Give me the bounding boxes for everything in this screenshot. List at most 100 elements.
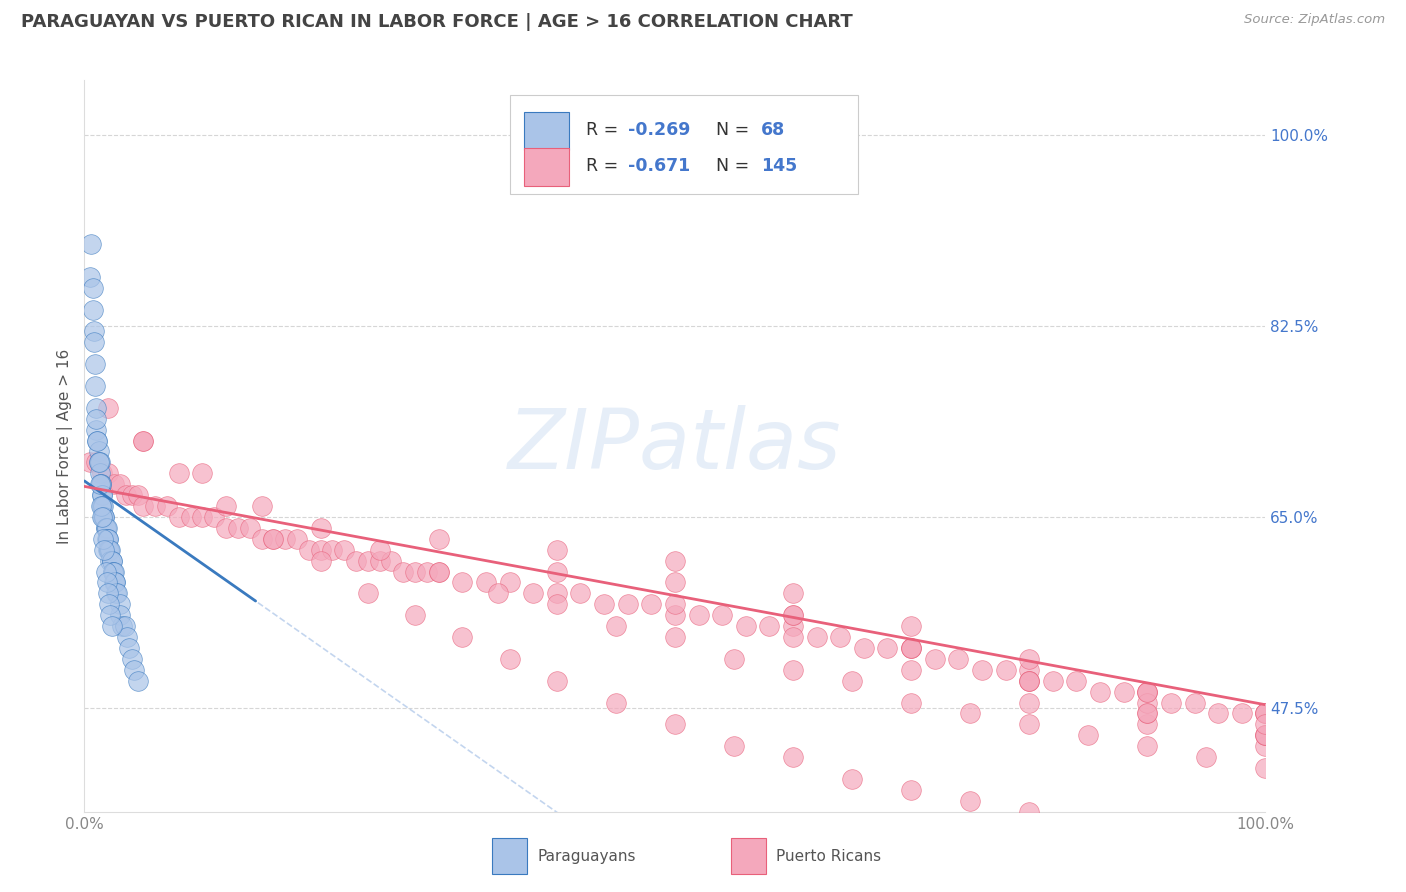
Point (84, 423, 107, 437)
Point (127, 673, 149, 688)
Point (782, 630, 804, 644)
Point (167, 510, 190, 524)
Point (806, 630, 828, 644)
Point (86, 434, 108, 448)
Point (91, 499, 114, 513)
Point (664, 575, 686, 590)
Point (900, 663, 922, 677)
Point (664, 608, 686, 623)
Point (321, 542, 343, 557)
Point (132, 434, 155, 448)
Point (90, 477, 112, 491)
Point (1018, 673, 1040, 688)
Point (309, 521, 332, 535)
Point (114, 619, 136, 633)
Point (664, 717, 686, 731)
Point (108, 477, 131, 491)
Point (1018, 696, 1040, 710)
Point (522, 586, 544, 600)
Point (285, 532, 308, 546)
Point (959, 794, 981, 808)
Point (734, 619, 756, 633)
Point (91, 467, 114, 481)
Text: PARAGUAYAN VS PUERTO RICAN IN LABOR FORCE | AGE > 16 CORRELATION CHART: PARAGUAYAN VS PUERTO RICAN IN LABOR FORC… (21, 13, 853, 31)
Point (1018, 805, 1040, 819)
Bar (523, 148, 568, 186)
Point (91, 499, 114, 513)
Point (830, 630, 852, 644)
Text: N =: N = (716, 121, 755, 139)
Point (89, 455, 111, 469)
Point (97, 532, 120, 546)
Point (215, 499, 238, 513)
Point (1018, 673, 1040, 688)
Point (90, 499, 112, 513)
Point (1254, 706, 1277, 721)
Point (1136, 706, 1159, 721)
Y-axis label: In Labor Force | Age > 16: In Labor Force | Age > 16 (58, 349, 73, 543)
Point (86, 434, 108, 448)
Point (451, 575, 474, 590)
Point (546, 542, 568, 557)
Point (640, 597, 662, 611)
Point (97, 467, 120, 481)
Point (782, 663, 804, 677)
Point (100, 554, 122, 568)
Point (96, 532, 118, 546)
Point (404, 565, 426, 579)
Point (98, 597, 121, 611)
Point (1206, 706, 1229, 721)
Point (1077, 826, 1099, 840)
Point (103, 575, 125, 590)
Point (1066, 673, 1088, 688)
Point (368, 542, 391, 557)
Text: 68: 68 (761, 121, 786, 139)
Point (122, 663, 145, 677)
Point (96, 521, 118, 535)
Point (84, 357, 107, 371)
Point (108, 597, 131, 611)
Point (758, 619, 780, 633)
Point (664, 554, 686, 568)
Point (1254, 761, 1277, 775)
Point (94, 521, 117, 535)
Point (924, 652, 946, 666)
Point (546, 565, 568, 579)
Point (90, 477, 112, 491)
Point (380, 554, 402, 568)
Point (202, 510, 225, 524)
Point (546, 597, 568, 611)
Point (298, 542, 321, 557)
Point (900, 619, 922, 633)
Text: Puerto Ricans: Puerto Ricans (776, 849, 882, 863)
Point (96, 575, 118, 590)
Point (711, 608, 734, 623)
Point (132, 499, 155, 513)
Point (93, 510, 115, 524)
Point (114, 488, 136, 502)
Point (98, 542, 121, 557)
Point (782, 619, 804, 633)
Point (1136, 684, 1159, 698)
Point (111, 619, 134, 633)
Point (309, 542, 332, 557)
Point (1160, 696, 1182, 710)
Point (143, 499, 166, 513)
Point (121, 488, 143, 502)
Point (605, 696, 627, 710)
Point (841, 673, 863, 688)
Point (900, 640, 922, 655)
Point (841, 772, 863, 786)
Point (1136, 838, 1159, 852)
Point (569, 586, 592, 600)
Point (616, 597, 638, 611)
Point (89, 477, 111, 491)
Point (1184, 696, 1206, 710)
Point (1254, 739, 1277, 754)
Point (486, 586, 509, 600)
Point (262, 532, 284, 546)
Point (1254, 728, 1277, 742)
Point (82, 302, 104, 317)
Point (959, 706, 981, 721)
Point (98, 554, 121, 568)
